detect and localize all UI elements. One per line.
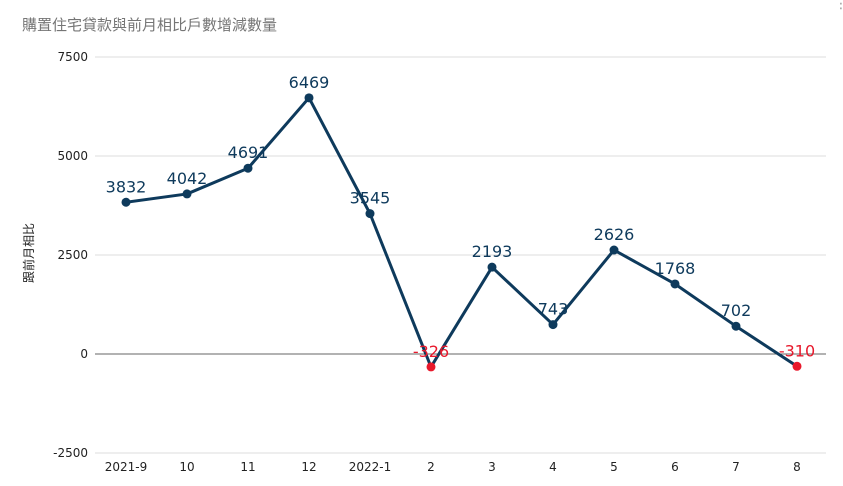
data-label: 4042 bbox=[167, 169, 208, 188]
x-tick-label: 4 bbox=[549, 460, 557, 474]
data-point[interactable] bbox=[731, 321, 741, 331]
series-line-path bbox=[125, 96, 798, 369]
y-tick-label: -2500 bbox=[53, 446, 88, 460]
x-tick-label: 3 bbox=[488, 460, 496, 474]
y-tick-label: 2500 bbox=[57, 248, 88, 262]
data-label: -310 bbox=[779, 341, 815, 360]
y-axis-label: 跟前月相比 bbox=[21, 223, 36, 283]
data-label: 1768 bbox=[655, 259, 696, 278]
data-label: 3832 bbox=[106, 177, 147, 196]
data-point[interactable] bbox=[609, 245, 619, 255]
y-axis-ticks: -2500 0 2500 5000 7500 bbox=[53, 50, 88, 460]
y-tick-label: 5000 bbox=[57, 149, 88, 163]
data-labels: 3832 4042 4691 6469 3545 -326 2193 743 2626 1768 7… bbox=[106, 73, 816, 361]
x-tick-label: 2 bbox=[427, 460, 435, 474]
vertical-dots-icon[interactable]: ⋮ bbox=[834, 0, 843, 12]
x-tick-label: 2022-1 bbox=[349, 460, 392, 474]
x-axis-ticks: 2021-9 10 11 12 2022-1 2 3 4 5 6 7 8 bbox=[105, 460, 801, 474]
grid-lines bbox=[95, 56, 826, 454]
x-tick-label: 11 bbox=[240, 460, 255, 474]
x-tick-label: 8 bbox=[793, 460, 801, 474]
data-point[interactable] bbox=[487, 262, 497, 272]
series-line bbox=[125, 96, 798, 369]
data-point[interactable] bbox=[548, 320, 558, 330]
data-point[interactable] bbox=[426, 362, 436, 372]
x-tick-label: 10 bbox=[179, 460, 194, 474]
data-label: 743 bbox=[538, 300, 569, 319]
data-label: 3545 bbox=[350, 189, 391, 208]
y-tick-label: 0 bbox=[80, 347, 88, 361]
x-tick-label: 12 bbox=[301, 460, 316, 474]
data-point[interactable] bbox=[182, 189, 192, 199]
data-point[interactable] bbox=[792, 361, 802, 371]
data-points bbox=[121, 93, 802, 372]
chart-title: 購置住宅貸款與前月相比戶數增減數量 bbox=[22, 16, 278, 34]
data-point[interactable] bbox=[670, 279, 680, 289]
data-point[interactable] bbox=[121, 197, 131, 207]
data-point[interactable] bbox=[243, 163, 253, 173]
data-label: 4691 bbox=[228, 143, 269, 162]
x-tick-label: 7 bbox=[732, 460, 740, 474]
x-tick-label: 2021-9 bbox=[105, 460, 148, 474]
data-label: 6469 bbox=[289, 73, 330, 92]
data-label: 2193 bbox=[472, 242, 513, 261]
data-point[interactable] bbox=[365, 209, 375, 219]
data-point[interactable] bbox=[304, 93, 314, 103]
y-tick-label: 7500 bbox=[57, 50, 88, 64]
x-tick-label: 6 bbox=[671, 460, 679, 474]
x-tick-label: 5 bbox=[610, 460, 618, 474]
data-label: -326 bbox=[413, 342, 449, 361]
data-label: 2626 bbox=[594, 225, 635, 244]
data-label: 702 bbox=[721, 301, 752, 320]
